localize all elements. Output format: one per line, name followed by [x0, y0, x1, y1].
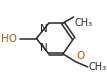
Text: N: N [40, 43, 48, 53]
Text: O: O [76, 51, 85, 61]
Text: CH₃: CH₃ [89, 62, 107, 72]
Text: CH₃: CH₃ [74, 18, 93, 28]
Text: N: N [40, 24, 48, 34]
Text: HO: HO [1, 33, 17, 44]
